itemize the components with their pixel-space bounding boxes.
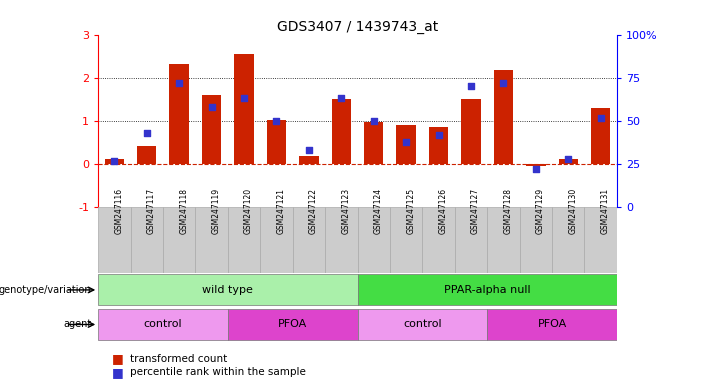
Bar (358, 274, 617, 306)
Text: ■: ■ (112, 366, 124, 379)
Bar (170, 64, 189, 164)
Bar (260, 207, 293, 273)
Bar (397, 125, 416, 164)
Point (238, 95, 250, 101)
Point (465, 83, 477, 89)
Point (400, 139, 411, 145)
Text: GSM247128: GSM247128 (503, 188, 512, 233)
Text: PFOA: PFOA (538, 319, 566, 329)
Bar (202, 95, 222, 164)
Bar (104, 159, 124, 164)
Text: GSM247123: GSM247123 (341, 187, 350, 234)
Text: GSM247125: GSM247125 (406, 187, 415, 234)
Point (109, 157, 120, 164)
Bar (429, 127, 449, 164)
Text: GSM247124: GSM247124 (374, 187, 383, 234)
Text: wild type: wild type (203, 285, 253, 295)
Text: percentile rank within the sample: percentile rank within the sample (130, 367, 306, 377)
Bar (325, 207, 358, 273)
Bar (163, 207, 196, 273)
Bar (332, 99, 351, 164)
Text: genotype/variation: genotype/variation (0, 285, 91, 295)
Text: GSM247129: GSM247129 (536, 187, 545, 234)
Bar (494, 70, 513, 164)
Text: ■: ■ (112, 353, 124, 366)
Bar (487, 207, 519, 273)
Point (304, 147, 315, 153)
Text: GSM247117: GSM247117 (147, 187, 156, 234)
Text: GSM247120: GSM247120 (244, 187, 253, 234)
Bar (591, 108, 611, 164)
Point (271, 118, 282, 124)
Text: control: control (144, 319, 182, 329)
Bar (455, 207, 487, 273)
Text: GSM247118: GSM247118 (179, 188, 188, 233)
Text: agent: agent (63, 319, 91, 329)
Bar (196, 207, 228, 273)
Text: GSM247119: GSM247119 (212, 187, 221, 234)
Bar (364, 122, 383, 164)
Bar (519, 207, 552, 273)
Bar (422, 207, 455, 273)
Bar (526, 164, 545, 166)
Bar (487, 309, 617, 340)
Text: control: control (403, 319, 442, 329)
Text: GSM247130: GSM247130 (569, 187, 577, 234)
Bar (461, 99, 481, 164)
Bar (559, 159, 578, 164)
Bar (137, 146, 156, 164)
Bar (234, 54, 254, 164)
Bar (293, 207, 325, 273)
Bar (299, 156, 318, 164)
Point (141, 130, 152, 136)
Point (498, 80, 509, 86)
Title: GDS3407 / 1439743_at: GDS3407 / 1439743_at (277, 20, 438, 33)
Point (368, 118, 379, 124)
Text: GSM247121: GSM247121 (276, 188, 285, 233)
Point (595, 114, 606, 121)
Point (530, 166, 541, 172)
Point (174, 80, 185, 86)
Bar (552, 207, 585, 273)
Text: GSM247122: GSM247122 (309, 188, 318, 233)
Point (563, 156, 574, 162)
Text: GSM247131: GSM247131 (601, 187, 610, 234)
Text: transformed count: transformed count (130, 354, 227, 364)
Point (336, 95, 347, 101)
Text: GSM247127: GSM247127 (471, 187, 480, 234)
Bar (98, 274, 358, 306)
Bar (228, 309, 358, 340)
Bar (585, 207, 617, 273)
Bar (228, 207, 260, 273)
Bar (266, 120, 286, 164)
Point (206, 104, 217, 110)
Bar (358, 309, 487, 340)
Text: PFOA: PFOA (278, 319, 307, 329)
Text: GSM247116: GSM247116 (114, 187, 123, 234)
Bar (98, 309, 228, 340)
Text: PPAR-alpha null: PPAR-alpha null (444, 285, 531, 295)
Bar (358, 207, 390, 273)
Bar (390, 207, 422, 273)
Bar (98, 207, 130, 273)
Point (433, 132, 444, 138)
Text: GSM247126: GSM247126 (439, 187, 447, 234)
Bar (130, 207, 163, 273)
